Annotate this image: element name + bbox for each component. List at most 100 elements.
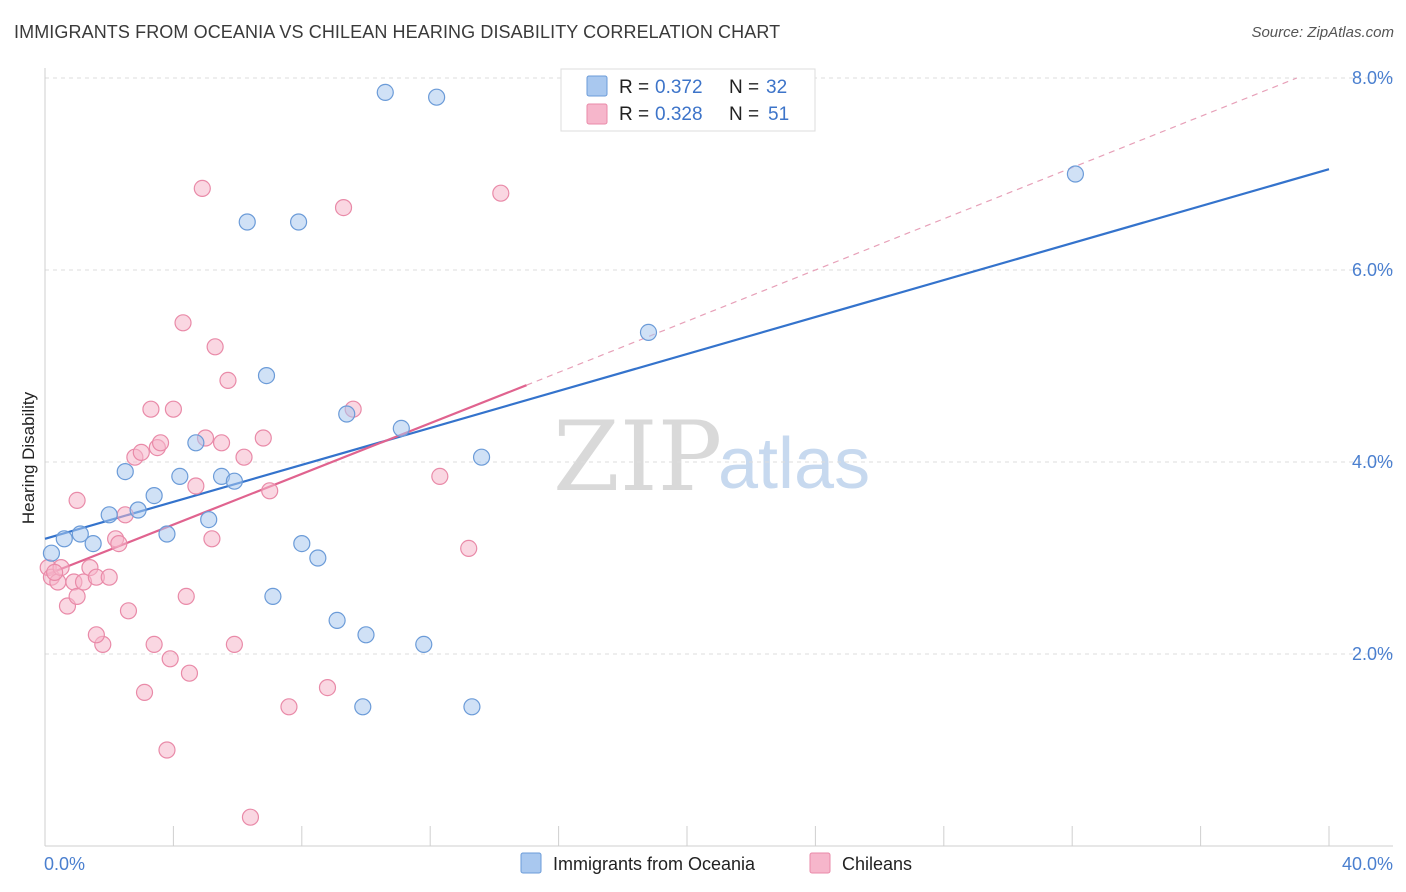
- point-chileans: [254, 429, 272, 447]
- legend-n-value-chileans: 51: [768, 104, 789, 125]
- point-oceania: [289, 213, 308, 231]
- watermark-zip: ZIP: [553, 401, 722, 513]
- point-chileans: [241, 808, 260, 826]
- point-oceania: [257, 367, 276, 385]
- point-chileans: [174, 314, 192, 332]
- point-chileans: [219, 371, 237, 389]
- point-chileans: [161, 650, 179, 668]
- chart-title: IMMIGRANTS FROM OCEANIA VS CHILEAN HEARI…: [14, 22, 781, 42]
- series-legend: Immigrants from Oceania Chileans: [520, 852, 912, 874]
- point-oceania: [225, 472, 243, 490]
- point-oceania: [639, 323, 658, 341]
- y-tick-labels: 2.0% 4.0% 6.0% 8.0%: [1352, 68, 1393, 664]
- legend-r-label-oceania: R =: [619, 77, 649, 98]
- point-oceania: [472, 448, 491, 466]
- point-chileans: [110, 534, 128, 553]
- legend-swatch-chileans: [586, 103, 608, 125]
- point-chileans: [87, 626, 105, 644]
- point-chileans: [203, 530, 221, 548]
- point-oceania: [171, 467, 189, 485]
- x-tick-label-max: 40.0%: [1342, 854, 1393, 874]
- point-chileans: [261, 482, 279, 500]
- point-chileans: [212, 434, 231, 452]
- point-oceania: [84, 534, 102, 553]
- point-chileans: [431, 467, 449, 485]
- legend-r-value-chileans: 0.328: [655, 104, 703, 125]
- y-tick-label: 8.0%: [1352, 68, 1393, 88]
- correlation-legend: R = 0.372 N = 32 R = 0.328 N = 51: [560, 68, 816, 132]
- point-chileans: [492, 184, 510, 202]
- point-oceania: [376, 83, 394, 102]
- point-oceania: [392, 419, 410, 437]
- trend-line-oceania: [44, 168, 1330, 540]
- point-oceania: [238, 213, 256, 231]
- point-chileans: [164, 400, 182, 418]
- series-label-chileans: Chileans: [842, 854, 912, 874]
- point-chileans: [142, 400, 160, 418]
- point-oceania: [415, 635, 433, 654]
- point-oceania: [357, 626, 375, 644]
- point-chileans: [225, 635, 243, 654]
- y-axis-label: Hearing Disability: [19, 391, 38, 524]
- legend-n-label-chileans: N =: [729, 104, 759, 125]
- point-oceania: [42, 544, 61, 562]
- point-chileans: [46, 563, 64, 582]
- y-tick-label: 6.0%: [1352, 260, 1393, 280]
- point-chileans: [68, 491, 86, 509]
- y-tick-label: 4.0%: [1352, 452, 1393, 472]
- point-oceania: [100, 506, 118, 524]
- point-oceania: [200, 510, 218, 529]
- point-chileans: [235, 448, 253, 466]
- series-swatch-oceania: [520, 852, 542, 874]
- point-oceania: [354, 698, 372, 716]
- point-oceania: [1066, 165, 1085, 183]
- x-ticks: [44, 826, 1330, 846]
- point-oceania: [328, 611, 346, 630]
- y-tick-label: 2.0%: [1352, 644, 1393, 664]
- point-oceania: [71, 525, 89, 543]
- point-oceania: [145, 487, 163, 505]
- series-swatch-chileans: [809, 852, 831, 874]
- grid-lines: [45, 77, 1393, 655]
- legend-r-value-oceania: 0.372: [655, 77, 703, 98]
- watermark-atlas: atlas: [718, 424, 870, 504]
- x-tick-label-min: 0.0%: [44, 854, 85, 874]
- legend-swatch-oceania: [586, 75, 608, 97]
- point-chileans: [334, 199, 353, 217]
- point-chileans: [318, 678, 337, 697]
- point-chileans: [135, 683, 154, 702]
- point-chileans: [180, 664, 199, 682]
- point-chileans: [280, 698, 298, 716]
- point-oceania: [187, 434, 205, 452]
- point-chileans: [193, 179, 211, 197]
- point-chileans: [68, 587, 86, 606]
- point-oceania: [293, 534, 311, 553]
- legend-r-label-chileans: R =: [619, 104, 649, 125]
- point-oceania: [129, 501, 147, 519]
- point-oceania: [338, 405, 356, 423]
- legend-n-label-oceania: N =: [729, 77, 759, 98]
- point-chileans: [151, 434, 170, 452]
- point-chileans: [206, 338, 224, 356]
- point-chileans: [187, 477, 205, 495]
- point-chileans: [119, 602, 138, 620]
- point-oceania: [428, 88, 446, 106]
- point-oceania: [158, 525, 176, 543]
- point-oceania: [463, 698, 481, 716]
- point-chileans: [158, 741, 176, 759]
- point-oceania: [55, 530, 73, 548]
- point-chileans: [177, 587, 195, 606]
- point-oceania: [264, 587, 282, 606]
- point-chileans: [100, 568, 118, 586]
- source-label: Source: ZipAtlas.com: [1251, 24, 1394, 41]
- data-points: [39, 83, 1085, 826]
- point-oceania: [309, 549, 327, 567]
- point-chileans: [132, 443, 150, 461]
- point-chileans: [145, 635, 163, 654]
- series-label-oceania: Immigrants from Oceania: [553, 854, 756, 874]
- axes: [44, 68, 1393, 847]
- legend-n-value-oceania: 32: [766, 77, 787, 98]
- point-chileans: [460, 539, 478, 558]
- point-oceania: [116, 463, 134, 481]
